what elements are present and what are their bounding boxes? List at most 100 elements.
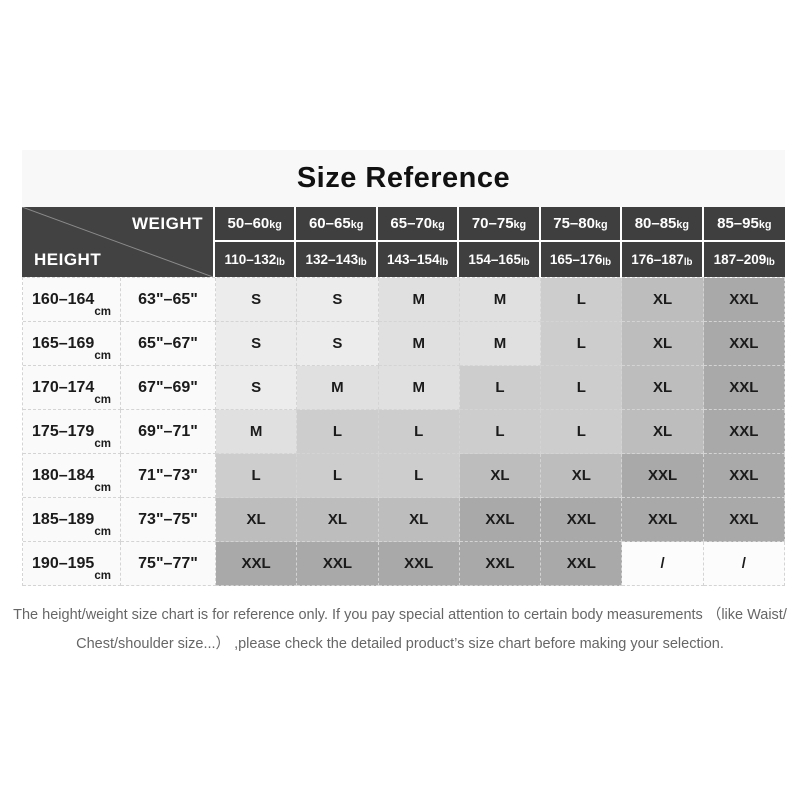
- size-cell: XXL: [541, 498, 623, 542]
- lb-unit: lb: [439, 257, 449, 268]
- cm-unit: cm: [94, 438, 111, 450]
- size-cell: XL: [297, 498, 379, 542]
- height-inch-cell: 73"–75": [121, 498, 216, 542]
- weight-kg-header: 70–75 kg: [459, 207, 541, 242]
- height-range-cell: 185–189 cm: [23, 498, 121, 542]
- chart-title: Size Reference: [22, 150, 785, 207]
- weight-kg-header: 75–80 kg: [540, 207, 623, 242]
- size-cell: XL: [622, 322, 704, 366]
- height-range-cell: 190–195 cm: [23, 542, 121, 586]
- size-cell: XL: [459, 454, 542, 498]
- size-cell: M: [378, 366, 460, 410]
- kg-unit: kg: [594, 219, 608, 231]
- kg-unit: kg: [432, 219, 445, 231]
- size-cell: S: [297, 278, 379, 322]
- size-cell: XL: [216, 498, 298, 542]
- weight-lb-header: 165–176 lb: [540, 242, 623, 277]
- size-cell: L: [216, 454, 298, 498]
- weight-lb-header: 143–154 lb: [377, 242, 460, 277]
- size-cell: L: [459, 366, 542, 410]
- height-range-cell: 175–179 cm: [23, 410, 121, 454]
- footer-line-2: Chest/shoulder size...） ,please check th…: [76, 636, 724, 652]
- cm-unit: cm: [94, 570, 111, 582]
- size-cell: M: [459, 278, 542, 322]
- kg-unit: kg: [269, 219, 282, 231]
- size-cell: M: [297, 366, 379, 410]
- weight-lb-header: 154–165 lb: [459, 242, 541, 277]
- diagonal-divider-icon: [22, 207, 213, 277]
- cm-unit: cm: [94, 482, 111, 494]
- height-range-cell: 165–169 cm: [23, 322, 121, 366]
- size-cell: L: [459, 410, 542, 454]
- size-cell: XL: [622, 410, 704, 454]
- lb-unit: lb: [683, 257, 693, 268]
- weight-lb-header: 176–187 lb: [622, 242, 704, 277]
- kg-unit: kg: [676, 219, 690, 231]
- lb-unit: lb: [358, 257, 367, 268]
- size-cell: XXL: [703, 410, 785, 454]
- size-cell: XXL: [703, 498, 785, 542]
- size-cell: /: [622, 542, 704, 586]
- table-body: 160–164 cm 63"–65" S S M M L XL XXL 165–169 cm 65"–6…: [22, 277, 785, 586]
- height-inch-cell: 71"–73": [121, 454, 216, 498]
- size-cell: XXL: [297, 542, 379, 586]
- lb-unit: lb: [520, 257, 530, 268]
- weight-kg-header: 60–65 kg: [296, 207, 378, 242]
- size-cell: XXL: [459, 542, 542, 586]
- height-inch-cell: 69"–71": [121, 410, 216, 454]
- lb-unit: lb: [276, 257, 285, 268]
- size-cell: M: [378, 322, 460, 366]
- size-cell: XXL: [622, 498, 704, 542]
- lb-unit: lb: [602, 257, 612, 268]
- size-cell: /: [703, 542, 785, 586]
- size-cell: L: [541, 322, 623, 366]
- height-range-cell: 160–164 cm: [23, 278, 121, 322]
- size-cell: L: [541, 366, 623, 410]
- size-cell: XL: [622, 366, 704, 410]
- table-header: WEIGHT HEIGHT 50–60 kg 60–65 kg 65–70 kg 70–75…: [22, 207, 785, 277]
- size-cell: XXL: [622, 454, 704, 498]
- size-cell: XXL: [703, 366, 785, 410]
- size-cell: M: [378, 278, 460, 322]
- weight-lb-header: 187–209 lb: [703, 242, 785, 277]
- height-range-cell: 170–174 cm: [23, 366, 121, 410]
- size-cell: L: [297, 454, 379, 498]
- size-cell: S: [216, 278, 298, 322]
- weight-lb-header: 132–143 lb: [296, 242, 378, 277]
- size-cell: XL: [378, 498, 460, 542]
- footer-note: The height/weight size chart is for refe…: [0, 601, 800, 659]
- weight-kg-header: 65–70 kg: [377, 207, 460, 242]
- kg-unit: kg: [758, 219, 772, 231]
- lb-unit: lb: [766, 257, 775, 268]
- size-cell: XXL: [703, 278, 785, 322]
- height-inch-cell: 65"–67": [121, 322, 216, 366]
- cm-unit: cm: [94, 350, 111, 362]
- weight-kg-header: 85–95 kg: [703, 207, 785, 242]
- footer-line-1: The height/weight size chart is for refe…: [13, 607, 787, 623]
- weight-kg-header: 80–85 kg: [622, 207, 704, 242]
- size-cell: S: [216, 366, 298, 410]
- kg-unit: kg: [350, 219, 364, 231]
- size-cell: M: [459, 322, 542, 366]
- size-cell: L: [541, 278, 623, 322]
- cm-unit: cm: [94, 306, 111, 318]
- kg-unit: kg: [513, 219, 527, 231]
- weight-lb-header: 110–132 lb: [215, 242, 297, 277]
- size-cell: L: [297, 410, 379, 454]
- size-cell: S: [297, 322, 379, 366]
- weight-kg-header: 50–60 kg: [215, 207, 297, 242]
- height-inch-cell: 75"–77": [121, 542, 216, 586]
- size-cell: XXL: [459, 498, 542, 542]
- size-cell: XXL: [703, 322, 785, 366]
- size-cell: XXL: [216, 542, 298, 586]
- height-inch-cell: 63"–65": [121, 278, 216, 322]
- cm-unit: cm: [94, 526, 111, 538]
- height-inch-cell: 67"–69": [121, 366, 216, 410]
- weight-axis-label: WEIGHT: [132, 214, 203, 233]
- size-cell: M: [216, 410, 298, 454]
- size-cell: L: [541, 410, 623, 454]
- size-cell: S: [216, 322, 298, 366]
- size-reference-chart: Size Reference WEIGHT HEIGHT 50–60 kg 60–6…: [22, 150, 785, 586]
- height-range-cell: 180–184 cm: [23, 454, 121, 498]
